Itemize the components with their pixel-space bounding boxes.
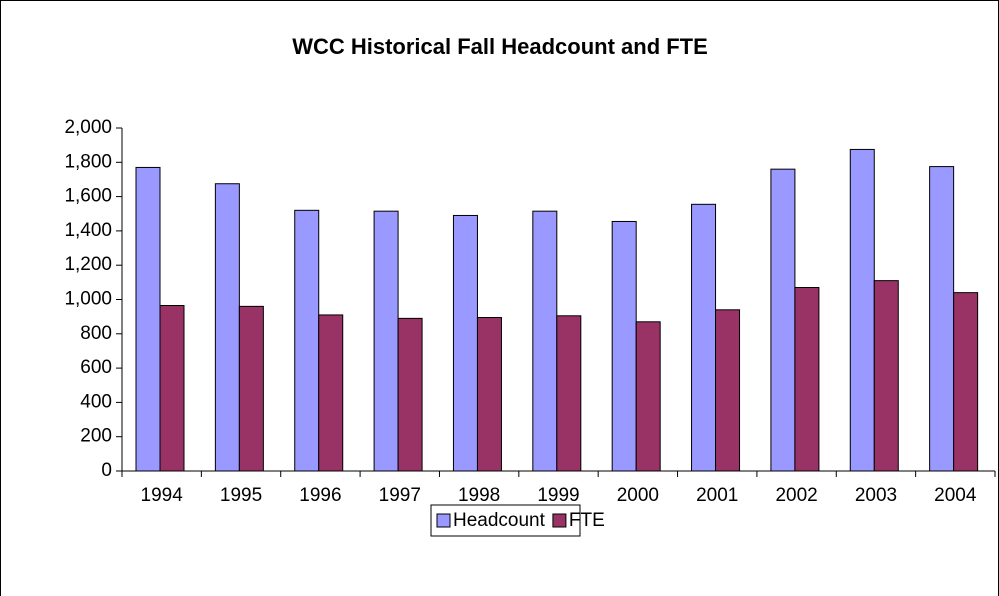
bar bbox=[532, 210, 558, 472]
x-tick-label: 1998 bbox=[458, 485, 500, 506]
x-tick-label: 2003 bbox=[855, 485, 897, 506]
y-tick-label: 1,400 bbox=[64, 220, 112, 241]
x-tick-label: 1997 bbox=[379, 485, 421, 506]
y-tick-label: 0 bbox=[101, 460, 112, 481]
bar bbox=[611, 220, 637, 472]
x-tick-label: 1994 bbox=[141, 485, 184, 506]
x-tick-label: 2002 bbox=[775, 485, 817, 506]
bar bbox=[873, 280, 899, 472]
y-tick-label: 1,600 bbox=[64, 186, 112, 207]
bar bbox=[214, 183, 240, 472]
bar bbox=[135, 166, 161, 472]
y-tick-label: 200 bbox=[80, 426, 112, 447]
bar bbox=[238, 305, 264, 472]
legend-swatch bbox=[436, 513, 451, 528]
x-tick-label: 1999 bbox=[537, 485, 579, 506]
bar bbox=[373, 210, 399, 472]
y-tick-label: 1,200 bbox=[64, 254, 112, 275]
bar bbox=[770, 168, 796, 472]
legend-label: Headcount bbox=[453, 510, 546, 531]
bar bbox=[794, 286, 820, 472]
y-tick-label: 1,000 bbox=[64, 289, 112, 310]
y-tick-label: 400 bbox=[80, 391, 112, 412]
y-tick-label: 1,800 bbox=[64, 151, 112, 172]
bar bbox=[397, 317, 423, 472]
bar bbox=[294, 209, 320, 472]
bar bbox=[556, 315, 582, 472]
bar bbox=[159, 305, 185, 472]
bar bbox=[635, 321, 661, 472]
y-tick-label: 800 bbox=[80, 323, 112, 344]
bar bbox=[691, 203, 717, 472]
y-tick-label: 2,000 bbox=[64, 117, 112, 138]
bar bbox=[715, 309, 741, 472]
bar bbox=[953, 292, 979, 472]
legend-label: FTE bbox=[569, 510, 605, 531]
y-tick-label: 600 bbox=[80, 357, 112, 378]
x-tick-label: 1995 bbox=[220, 485, 262, 506]
chart-title: WCC Historical Fall Headcount and FTE bbox=[292, 34, 708, 59]
bar bbox=[849, 148, 875, 472]
x-tick-label: 2001 bbox=[696, 485, 738, 506]
x-tick-label: 2004 bbox=[934, 485, 977, 506]
x-tick-label: 1996 bbox=[299, 485, 341, 506]
x-tick-label: 2000 bbox=[617, 485, 659, 506]
bar bbox=[452, 214, 478, 472]
bar bbox=[476, 317, 502, 472]
legend-swatch bbox=[552, 513, 567, 528]
bar bbox=[318, 314, 344, 472]
bar bbox=[929, 166, 955, 472]
